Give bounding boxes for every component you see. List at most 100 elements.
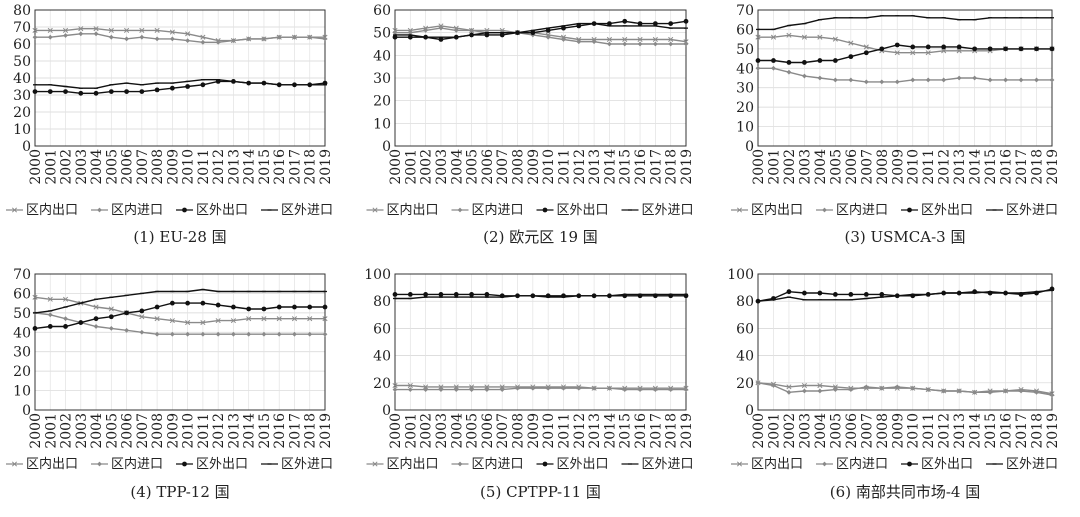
data-point bbox=[47, 324, 53, 329]
x-tick-label: 2019 bbox=[1045, 413, 1061, 449]
data-point bbox=[438, 292, 444, 297]
data-point bbox=[124, 310, 129, 316]
data-point bbox=[322, 304, 328, 310]
x-tick-label: 2013 bbox=[587, 149, 603, 185]
x-tick-label: 2012 bbox=[211, 149, 227, 185]
series-line bbox=[395, 25, 687, 43]
data-point bbox=[637, 387, 643, 392]
x-tick-label: 2012 bbox=[937, 413, 953, 449]
y-tick-label: 10 bbox=[373, 116, 391, 132]
series-line bbox=[34, 296, 325, 324]
data-point bbox=[576, 385, 582, 391]
data-point bbox=[47, 34, 53, 40]
x-tick-label: 2010 bbox=[181, 149, 197, 185]
y-tick-label: 50 bbox=[736, 42, 754, 58]
x-tick-label: 2003 bbox=[797, 149, 813, 185]
data-point bbox=[423, 387, 429, 392]
chart-legend: 区内出口 区内进口 区外出口 区外进口 bbox=[731, 456, 1058, 472]
legend-marker bbox=[97, 207, 102, 213]
series-4 bbox=[393, 293, 688, 300]
data-point bbox=[863, 79, 869, 85]
x-tick-label: 2006 bbox=[120, 149, 136, 185]
y-tick-label: 60 bbox=[13, 286, 31, 302]
chart-legend: 区内出口 区内进口 区外出口 区外进口 bbox=[6, 202, 333, 218]
series-line bbox=[758, 44, 1052, 64]
legend-label: 区内出口 bbox=[387, 202, 439, 218]
x-tick-label: 2016 bbox=[999, 149, 1015, 185]
y-tick-label: 10 bbox=[736, 120, 754, 136]
chart-title: (3) USMCA-3 国 bbox=[845, 228, 966, 246]
data-point bbox=[879, 385, 885, 391]
data-point bbox=[545, 28, 551, 33]
y-tick-label: 60 bbox=[373, 321, 391, 337]
series-line bbox=[395, 22, 686, 38]
legend-label: 区外出口 bbox=[557, 203, 609, 218]
x-tick-label: 2005 bbox=[104, 149, 120, 185]
data-point bbox=[139, 89, 145, 94]
x-tick-label: 2009 bbox=[526, 149, 542, 185]
data-point bbox=[154, 331, 160, 337]
series-line bbox=[757, 289, 1053, 302]
data-point bbox=[606, 36, 612, 43]
data-point bbox=[78, 31, 84, 37]
y-tick-label: 60 bbox=[13, 37, 31, 53]
legend-marker bbox=[907, 207, 912, 213]
data-point bbox=[910, 50, 916, 56]
data-point bbox=[561, 25, 566, 31]
legend-marker bbox=[11, 461, 18, 467]
data-point bbox=[93, 26, 99, 32]
data-point bbox=[925, 77, 931, 83]
data-point bbox=[894, 42, 900, 48]
data-point bbox=[246, 316, 252, 322]
y-tick-label: 40 bbox=[13, 71, 31, 87]
x-tick-label: 2008 bbox=[150, 149, 166, 185]
x-tick-label: 2000 bbox=[28, 149, 44, 185]
legend-label: 区内进口 bbox=[472, 202, 524, 218]
x-tick-label: 2010 bbox=[181, 413, 197, 449]
y-tick-label: 70 bbox=[13, 267, 31, 283]
data-point bbox=[154, 87, 160, 93]
data-point bbox=[62, 27, 69, 33]
x-tick-label: 2003 bbox=[74, 413, 90, 449]
data-point bbox=[93, 90, 99, 96]
legend-marker bbox=[542, 461, 548, 467]
data-point bbox=[276, 304, 282, 310]
x-tick-label: 2004 bbox=[813, 413, 829, 449]
data-point bbox=[622, 387, 628, 392]
x-tick-label: 2019 bbox=[1045, 149, 1061, 185]
y-tick-label: 50 bbox=[13, 306, 31, 322]
data-point bbox=[392, 382, 398, 389]
y-tick-label: 40 bbox=[373, 349, 391, 365]
x-tick-label: 2002 bbox=[419, 413, 435, 449]
data-point bbox=[637, 41, 643, 47]
x-tick-label: 2014 bbox=[602, 149, 618, 185]
series-1 bbox=[755, 32, 1055, 56]
y-tick-label: 20 bbox=[13, 364, 31, 380]
legend-marker bbox=[736, 207, 743, 213]
data-point bbox=[683, 41, 689, 47]
data-point bbox=[545, 385, 551, 391]
x-tick-label: 2005 bbox=[104, 413, 120, 449]
chart-legend: 区内出口 区内进口 区外出口 区外进口 bbox=[731, 202, 1058, 218]
x-tick-label: 2015 bbox=[983, 149, 999, 185]
y-tick-label: 40 bbox=[373, 48, 391, 64]
data-point bbox=[438, 387, 444, 392]
data-point bbox=[423, 28, 429, 33]
data-point bbox=[972, 75, 978, 81]
series-1 bbox=[32, 294, 328, 326]
data-point bbox=[941, 48, 947, 54]
x-tick-label: 2002 bbox=[59, 413, 75, 449]
data-point bbox=[47, 312, 53, 318]
x-tick-label: 2000 bbox=[388, 149, 404, 185]
data-point bbox=[499, 387, 505, 392]
plot-frame bbox=[757, 273, 1053, 411]
data-point bbox=[139, 34, 145, 40]
data-point bbox=[438, 384, 444, 390]
x-tick-label: 2014 bbox=[242, 413, 258, 449]
y-tick-label: 0 bbox=[22, 139, 31, 155]
data-point bbox=[453, 292, 459, 297]
data-point bbox=[668, 21, 674, 26]
y-tick-label: 40 bbox=[736, 349, 754, 365]
x-tick-label: 2000 bbox=[751, 413, 767, 449]
